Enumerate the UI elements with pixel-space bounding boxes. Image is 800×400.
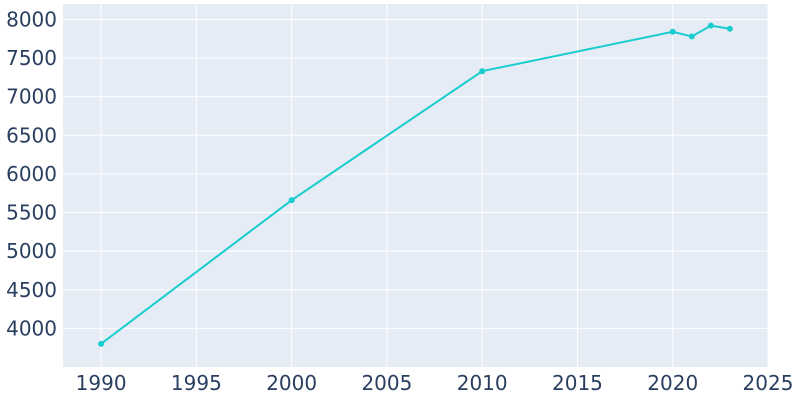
y-tick-label: 4500 xyxy=(6,278,57,302)
x-tick-label: 2000 xyxy=(266,371,317,395)
data-point xyxy=(707,22,714,29)
gridlines xyxy=(63,4,769,367)
y-tick-label: 5000 xyxy=(6,239,57,263)
y-axis-ticks: 4000 4500 5000 5500 6000 6500 7000 7500 8000 xyxy=(6,7,57,340)
x-axis-ticks: 1990 1995 2000 2005 2010 2015 2020 2025 xyxy=(76,371,794,395)
series-layer xyxy=(98,22,733,347)
x-tick-label: 2010 xyxy=(457,371,508,395)
x-tick-label: 2025 xyxy=(743,371,794,395)
y-tick-label: 7500 xyxy=(6,46,57,70)
data-point xyxy=(98,340,105,347)
y-tick-label: 8000 xyxy=(6,7,57,31)
y-tick-label: 7000 xyxy=(6,85,57,109)
x-tick-label: 2015 xyxy=(552,371,603,395)
data-point xyxy=(726,25,733,32)
data-point xyxy=(288,197,295,204)
data-point xyxy=(688,33,695,40)
y-tick-label: 6500 xyxy=(6,123,57,147)
x-tick-label: 2005 xyxy=(361,371,412,395)
data-point xyxy=(479,68,486,75)
y-tick-label: 6000 xyxy=(6,162,57,186)
y-tick-label: 4000 xyxy=(6,316,57,340)
x-tick-label: 2020 xyxy=(647,371,698,395)
data-point xyxy=(669,28,676,35)
x-tick-label: 1990 xyxy=(76,371,127,395)
plot-area xyxy=(63,4,768,367)
y-tick-label: 5500 xyxy=(6,201,57,225)
x-tick-label: 1995 xyxy=(171,371,222,395)
